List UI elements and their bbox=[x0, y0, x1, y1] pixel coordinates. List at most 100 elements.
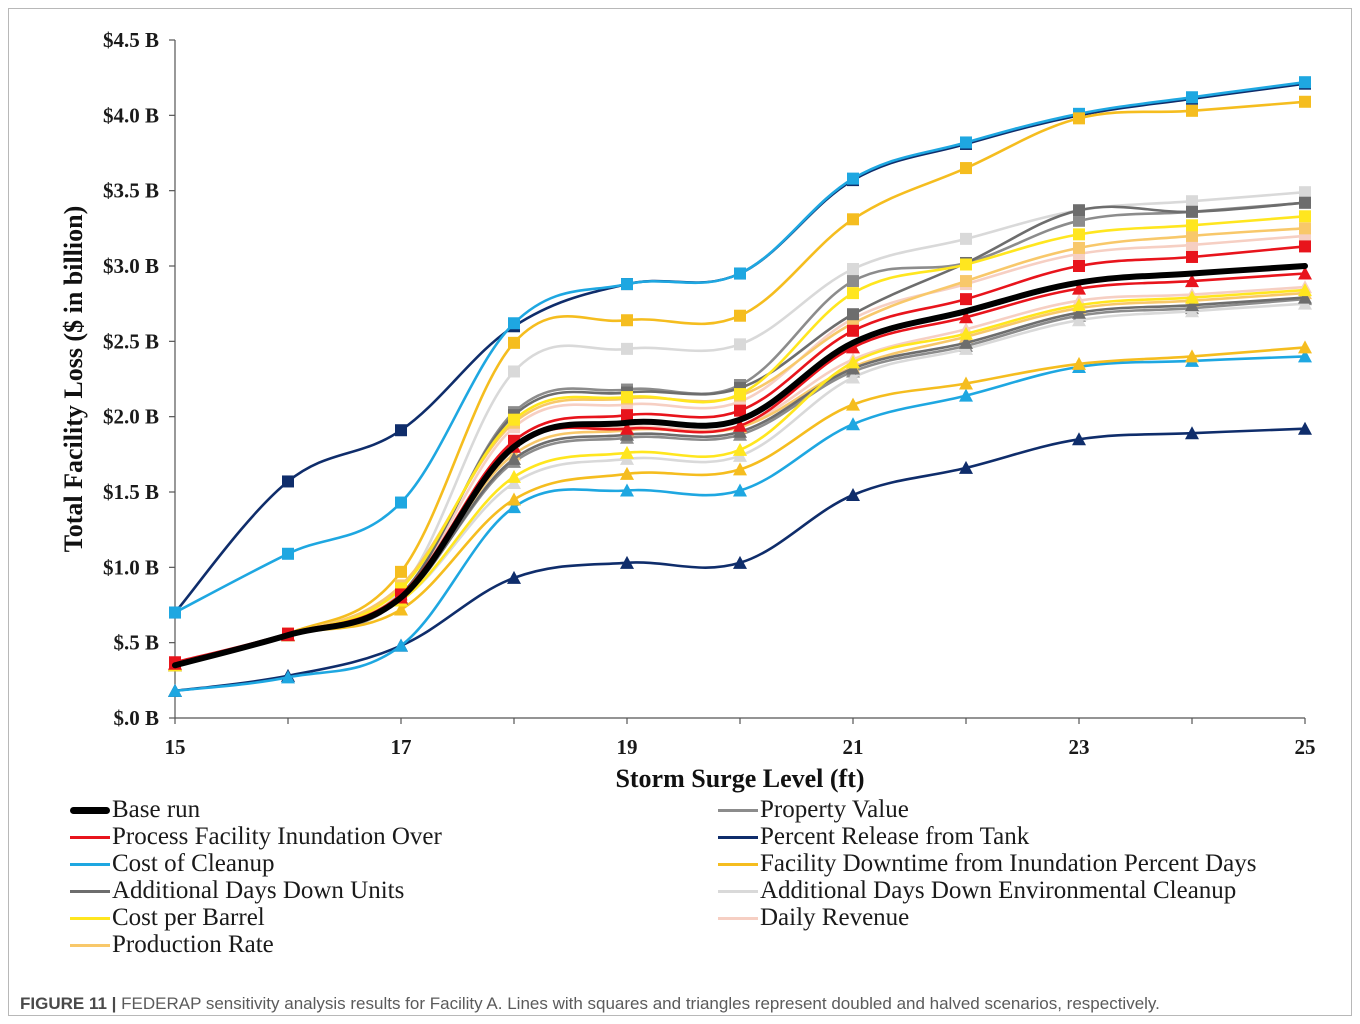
data-point-square bbox=[734, 404, 746, 417]
data-point-triangle bbox=[507, 451, 521, 465]
data-point-triangle bbox=[507, 500, 521, 514]
y-tick-label: $2.5 B bbox=[103, 329, 159, 353]
x-tick-label: 19 bbox=[617, 735, 638, 759]
data-point-square bbox=[1073, 247, 1085, 260]
data-point-triangle bbox=[620, 555, 634, 569]
data-point-square bbox=[1299, 196, 1311, 209]
data-point-square bbox=[1186, 250, 1198, 263]
data-point-square bbox=[960, 232, 972, 245]
data-point-square bbox=[1073, 204, 1085, 217]
data-point-triangle bbox=[1298, 266, 1312, 280]
y-tick-label: $2.0 B bbox=[103, 405, 159, 429]
data-point-square bbox=[395, 496, 407, 509]
x-tick-label: 23 bbox=[1069, 735, 1090, 759]
data-point-square bbox=[169, 606, 181, 619]
data-point-triangle bbox=[620, 421, 634, 435]
y-tick-label: $4.0 B bbox=[103, 103, 159, 127]
data-point-square bbox=[1299, 210, 1311, 223]
caption-text: FEDERAP sensitivity analysis results for… bbox=[116, 994, 1160, 1013]
data-point-square bbox=[847, 324, 859, 337]
series-line-cost-of-cleanup bbox=[173, 355, 1307, 693]
data-point-square bbox=[1186, 205, 1198, 218]
data-point-square bbox=[1299, 240, 1311, 253]
data-point-square bbox=[508, 317, 520, 330]
data-point-square bbox=[1186, 238, 1198, 251]
data-point-square bbox=[960, 258, 972, 271]
data-point-square bbox=[847, 263, 859, 276]
data-point-square bbox=[847, 308, 859, 321]
data-point-square bbox=[734, 388, 746, 401]
data-point-triangle bbox=[846, 488, 860, 502]
data-point-square bbox=[1299, 95, 1311, 108]
data-point-square bbox=[847, 213, 859, 226]
data-point-triangle bbox=[846, 417, 860, 431]
data-point-square bbox=[1299, 186, 1311, 199]
figure-label: FIGURE 11 | bbox=[20, 994, 117, 1013]
data-point-square bbox=[960, 162, 972, 175]
data-point-square bbox=[847, 287, 859, 300]
data-point-triangle bbox=[507, 469, 521, 483]
figure-frame bbox=[8, 8, 1352, 1016]
data-point-triangle bbox=[1185, 290, 1199, 304]
y-tick-label: $.5 B bbox=[113, 631, 159, 655]
data-point-triangle bbox=[733, 555, 747, 569]
x-tick-label: 15 bbox=[165, 735, 186, 759]
data-point-triangle bbox=[1298, 290, 1312, 304]
y-tick-label: $3.5 B bbox=[103, 179, 159, 203]
data-point-square bbox=[621, 391, 633, 404]
data-point-triangle bbox=[1072, 356, 1086, 370]
data-point-square bbox=[282, 547, 294, 560]
x-tick-label: 25 bbox=[1295, 735, 1316, 759]
data-point-triangle bbox=[1185, 349, 1199, 363]
data-point-square bbox=[734, 267, 746, 280]
series-line-additional-days-down-units bbox=[173, 296, 1307, 667]
figure-caption: FIGURE 11 | FEDERAP sensitivity analysis… bbox=[20, 994, 1340, 1014]
data-point-square bbox=[734, 309, 746, 322]
data-point-triangle bbox=[1298, 349, 1312, 363]
data-point-triangle bbox=[846, 397, 860, 411]
line-chart: $.0 B $.5 B $1.0 B $1.5 B $2.0 B $2.5 B $3.0 B… bbox=[59, 28, 1316, 793]
data-point-triangle bbox=[1072, 281, 1086, 295]
data-point-triangle bbox=[1298, 340, 1312, 354]
data-point-square bbox=[1186, 229, 1198, 242]
data-point-square bbox=[1073, 214, 1085, 227]
data-point-square bbox=[1186, 195, 1198, 208]
data-point-triangle bbox=[394, 602, 408, 616]
data-point-triangle bbox=[1185, 274, 1199, 288]
data-point-triangle bbox=[959, 460, 973, 474]
data-point-square bbox=[508, 413, 520, 426]
data-point-square bbox=[960, 293, 972, 306]
data-point-triangle bbox=[1072, 305, 1086, 319]
data-point-square bbox=[1073, 260, 1085, 272]
data-point-square bbox=[621, 314, 633, 327]
data-point-square bbox=[282, 475, 294, 488]
data-point-triangle bbox=[846, 355, 860, 369]
data-point-triangle bbox=[620, 466, 634, 480]
data-point-triangle bbox=[959, 388, 973, 402]
data-point-triangle bbox=[733, 442, 747, 456]
data-point-triangle bbox=[1072, 313, 1086, 327]
y-tick-label: $.0 B bbox=[113, 706, 159, 730]
data-point-square bbox=[847, 172, 859, 185]
x-tick-label: 17 bbox=[391, 735, 412, 759]
x-tick-label: 21 bbox=[843, 735, 864, 759]
data-point-triangle bbox=[620, 483, 634, 497]
data-point-square bbox=[508, 365, 520, 378]
data-point-triangle bbox=[168, 683, 182, 697]
data-point-triangle bbox=[959, 335, 973, 349]
data-point-triangle bbox=[281, 670, 295, 684]
data-point-triangle bbox=[959, 310, 973, 324]
series-line-cost-of-cleanup bbox=[173, 80, 1307, 614]
y-tick-label: $3.0 B bbox=[103, 254, 159, 278]
y-tick-label: $4.5 B bbox=[103, 28, 159, 52]
data-point-triangle bbox=[1072, 298, 1086, 312]
data-point-square bbox=[960, 136, 972, 149]
series-line-property-value bbox=[173, 297, 1307, 667]
data-point-square bbox=[1073, 228, 1085, 241]
data-point-triangle bbox=[507, 492, 521, 506]
data-point-triangle bbox=[959, 376, 973, 390]
data-point-square bbox=[1186, 219, 1198, 232]
data-point-square bbox=[621, 342, 633, 355]
series-line-base-run bbox=[172, 263, 1308, 669]
data-point-square bbox=[1299, 76, 1311, 89]
